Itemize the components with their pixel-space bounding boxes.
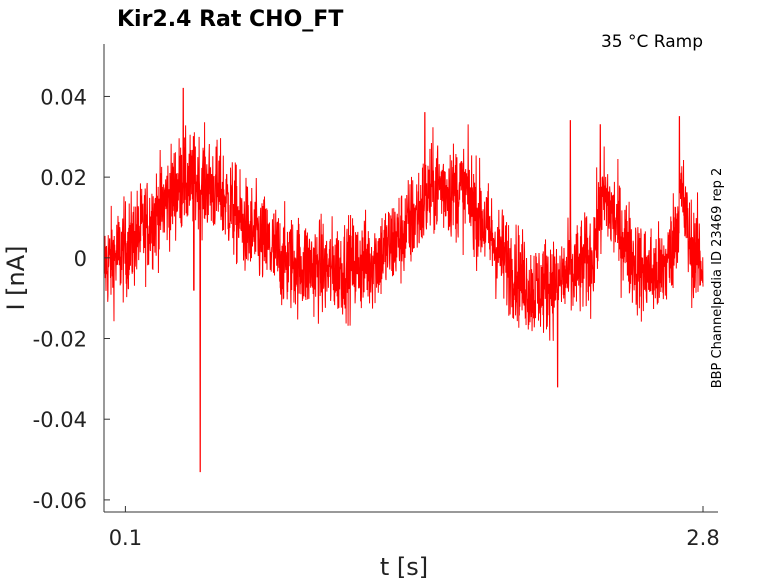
y-tick-label: 0.04	[40, 85, 87, 109]
y-tick-label: -0.02	[33, 328, 87, 352]
y-axis-label: I [nA]	[2, 245, 30, 310]
channelpedia-id-label: BBP Channelpedia ID 23469 rep 2	[710, 168, 725, 389]
condition-label: 35 °C Ramp	[601, 32, 703, 52]
current-trace	[103, 87, 704, 473]
x-ticks: 0.1 2.8	[109, 506, 720, 550]
y-tick-label: -0.04	[33, 408, 87, 432]
y-tick-label: 0.02	[40, 166, 87, 190]
y-tick-label: -0.06	[33, 489, 87, 513]
plot-area	[103, 87, 704, 473]
x-axis-label: t [s]	[380, 553, 428, 581]
y-tick-label: 0	[74, 247, 87, 271]
y-ticks: 0.04 0.02 0 -0.02 -0.04 -0.06	[33, 85, 110, 513]
chart-title: Kir2.4 Rat CHO_FT	[117, 7, 343, 32]
x-tick-label: 2.8	[686, 526, 719, 550]
x-tick-label: 0.1	[109, 526, 142, 550]
